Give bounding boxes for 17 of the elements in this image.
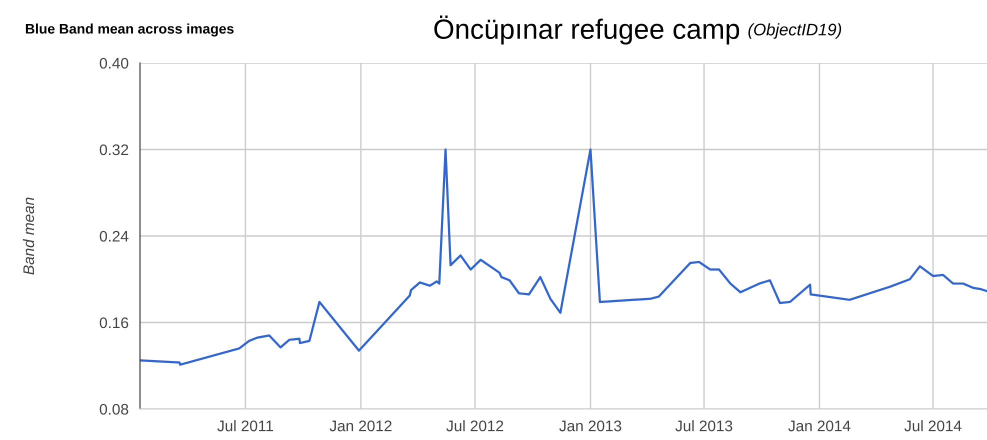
text: Blue Band mean across images (26, 23, 234, 37)
y-tick-label: 0.32 (100, 144, 128, 156)
y-tick-label: 0.24 (100, 230, 128, 242)
x-tick-label: Jan 2013 (559, 420, 622, 432)
x-tick-label: Jul 2013 (675, 420, 732, 432)
chart-subtitle: (ObjectID19) (748, 23, 842, 39)
y-tick-label: 0.40 (100, 58, 128, 69)
x-tick-label: Jan 2012 (330, 420, 392, 432)
y-tick-label: 0.16 (100, 317, 128, 328)
chart-title: Öncüpınar refugee camp (434, 15, 740, 45)
x-tick-label: Jan 2014 (788, 420, 850, 432)
x-tick-label: Jul 2014 (904, 420, 962, 432)
line-series (140, 148, 987, 366)
y-tick-label: 0.08 (100, 404, 128, 415)
y-axis-title: Band mean (22, 198, 34, 275)
x-tick-label: Jul 2012 (446, 420, 504, 432)
x-tick-label: Jul 2011 (217, 420, 273, 432)
